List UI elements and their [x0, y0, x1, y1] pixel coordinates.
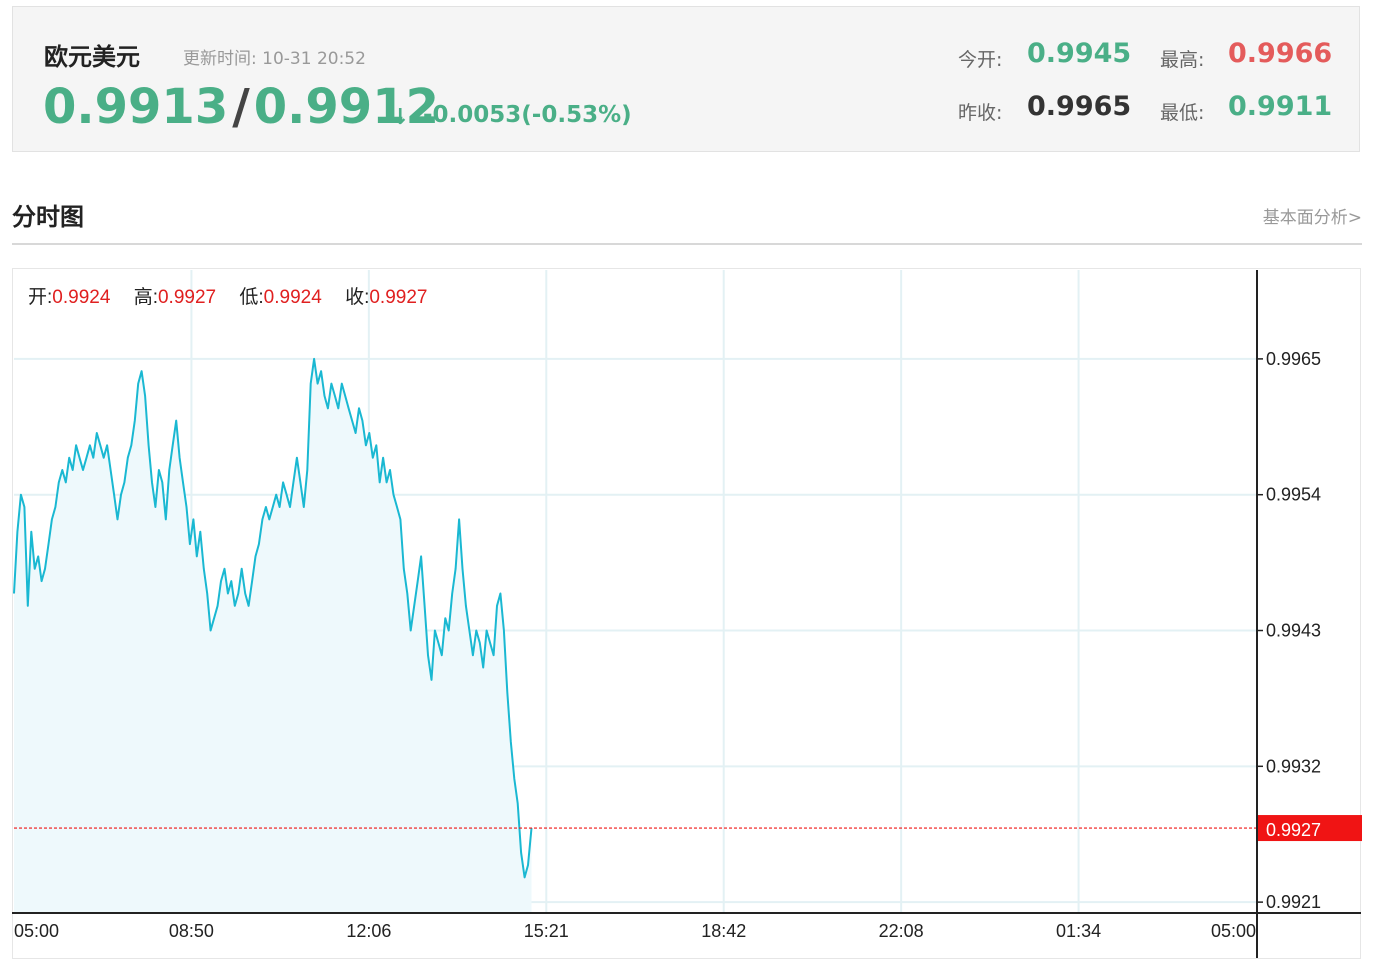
prev-close-value: 0.9965: [1027, 91, 1132, 122]
ohlc-low-label: 低:: [239, 287, 264, 308]
high-value: 0.9966: [1228, 38, 1333, 69]
high-label: 最高:: [1160, 49, 1205, 71]
ohlc-open-value: 0.9924: [52, 287, 111, 308]
x-tick-label: 01:34: [1056, 921, 1101, 941]
open-label: 今开:: [958, 49, 1003, 71]
ohlc-low-value: 0.9924: [263, 287, 322, 308]
y-tick-label: 0.9965: [1266, 349, 1321, 369]
current-price-tag: [1258, 815, 1362, 842]
price-separator: /: [232, 79, 250, 135]
price-area: [14, 358, 532, 912]
x-tick-label: 15:21: [524, 921, 569, 941]
x-tick-label: 22:08: [879, 921, 924, 941]
x-tick-label: 08:50: [169, 921, 214, 941]
y-tick-label: 0.9954: [1266, 485, 1321, 505]
ask-price: 0.9912: [253, 79, 439, 135]
x-tick-label: 05:00: [14, 921, 59, 941]
price-change: -0.0053(-0.53%): [423, 102, 632, 128]
bid-ask-price: 0.9913/0.9912: [43, 79, 439, 135]
ohlc-readout: 开:0.9924 高:0.9927 低:0.9924 收:0.9927: [28, 282, 445, 309]
ohlc-close-value: 0.9927: [369, 287, 428, 308]
x-tick-label: 18:42: [701, 921, 746, 941]
instrument-name: 欧元美元: [44, 43, 140, 71]
open-value: 0.9945: [1027, 38, 1132, 69]
section-title: 分时图: [12, 203, 84, 231]
update-time-value: 10-31 20:52: [262, 49, 366, 69]
section-divider: [12, 243, 1362, 245]
y-tick-label: 0.9932: [1266, 756, 1321, 776]
ohlc-high-value: 0.9927: [157, 287, 217, 308]
update-time-label: 更新时间:: [183, 49, 257, 69]
quote-panel: 欧元美元 更新时间: 10-31 20:52 0.9913/0.9912 ↓ -…: [12, 6, 1360, 152]
chart-frame: [12, 268, 1361, 959]
down-arrow-icon: ↓: [391, 105, 410, 130]
ohlc-open-label: 开:: [28, 287, 53, 308]
bid-price: 0.9913: [43, 79, 229, 135]
x-tick-label: 05:00: [1211, 921, 1256, 941]
price-line: [13, 357, 533, 879]
y-tick-label: 0.9921: [1266, 892, 1321, 912]
update-time: 更新时间: 10-31 20:52: [183, 44, 366, 69]
ohlc-high-label: 高:: [133, 287, 158, 308]
low-label: 最低:: [1160, 102, 1205, 124]
ohlc-close-label: 收:: [345, 287, 370, 308]
low-value: 0.9911: [1228, 91, 1333, 122]
prev-close-label: 昨收:: [958, 102, 1003, 124]
x-tick-label: 12:06: [346, 921, 391, 941]
current-price-label: 0.9927: [1266, 820, 1321, 840]
y-tick-label: 0.9943: [1266, 621, 1321, 641]
fundamental-analysis-link[interactable]: 基本面分析>: [1262, 208, 1362, 228]
